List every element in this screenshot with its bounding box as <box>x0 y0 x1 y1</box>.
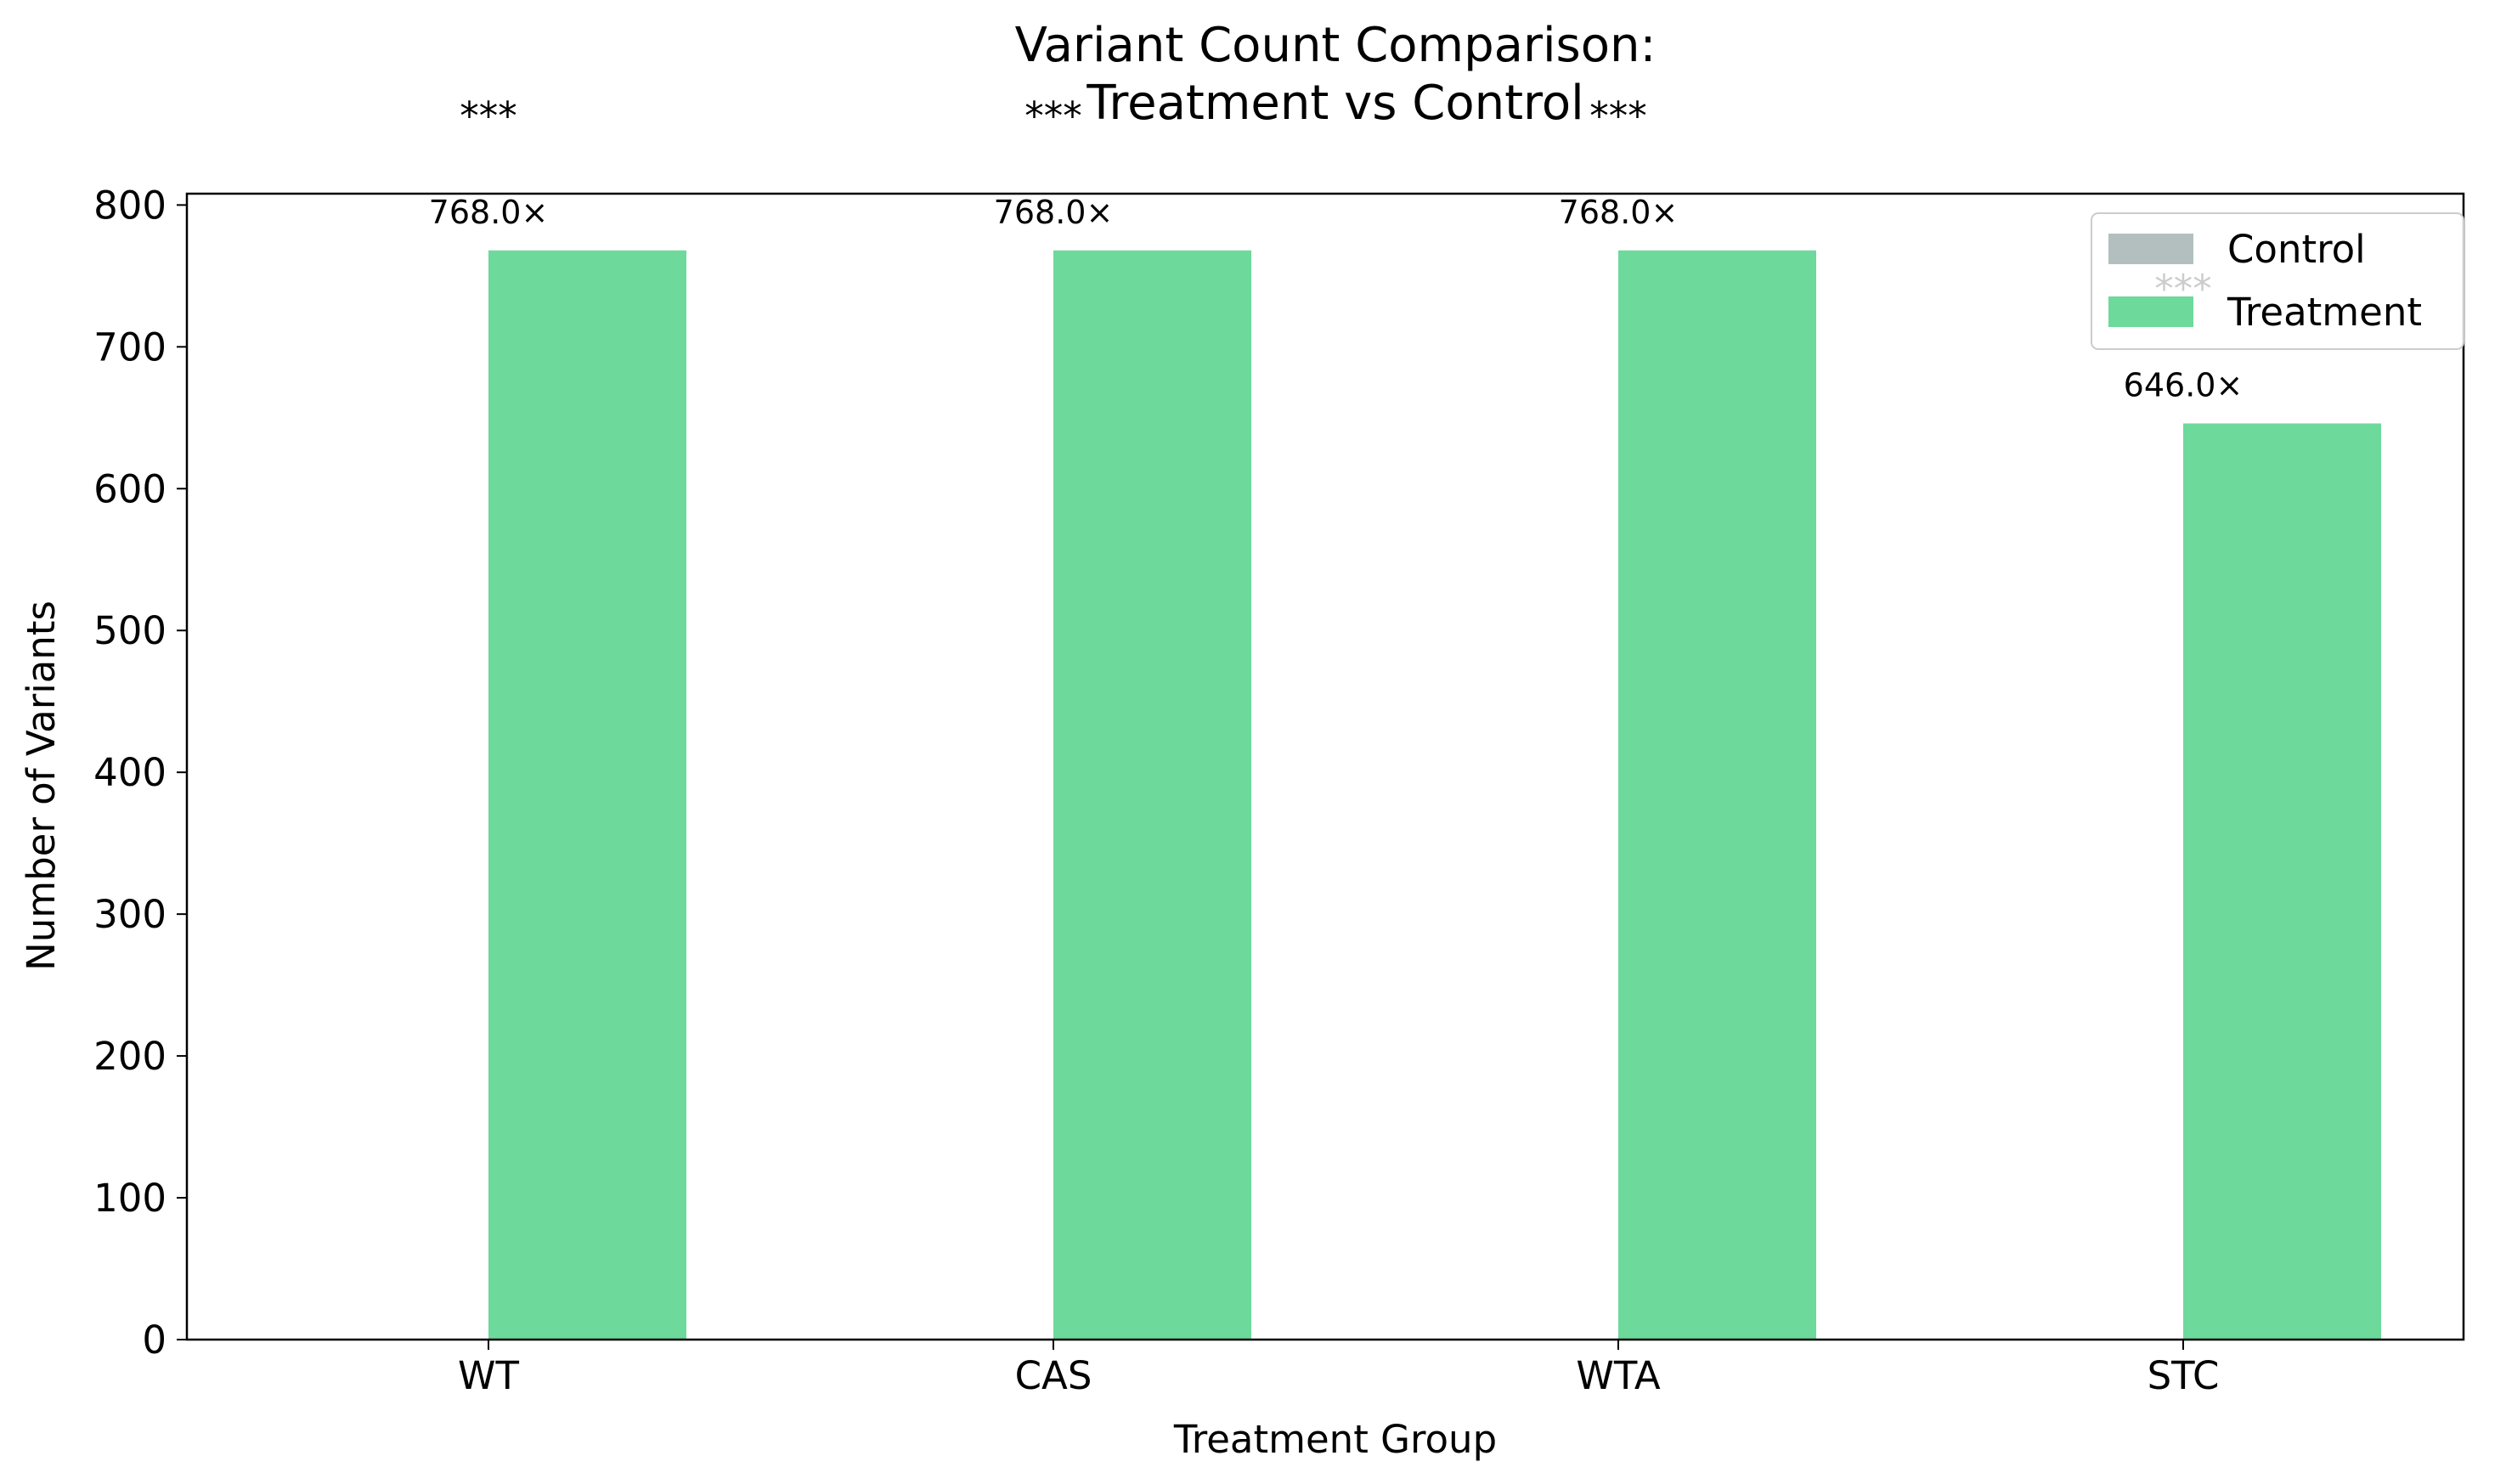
bar-treatment-wt <box>488 250 686 1340</box>
legend: Control Treatment <box>2091 212 2464 350</box>
bar-treatment-cas <box>1053 250 1251 1340</box>
legend-label-treatment: Treatment <box>2227 290 2422 335</box>
significance-label-wta: *** <box>1589 93 1647 138</box>
legend-swatch-treatment <box>2108 296 2193 327</box>
y-tick-label-200: 200 <box>93 1034 167 1079</box>
bar-treatment-stc <box>2183 423 2381 1340</box>
data-label-wt: 768.0× <box>429 194 549 231</box>
data-label-stc: 646.0× <box>2124 366 2244 403</box>
significance-label-cas: *** <box>1024 93 1082 138</box>
x-tick-label-wta: WTA <box>1576 1353 1660 1398</box>
data-label-wta: 768.0× <box>1559 194 1679 231</box>
y-tick-label-0: 0 <box>142 1318 167 1363</box>
y-tick-label-100: 100 <box>93 1176 167 1221</box>
x-axis-label: Treatment Group <box>1173 1417 1497 1462</box>
x-tick-label-stc: STC <box>2148 1353 2220 1398</box>
chart-title: Variant Count Comparison: <box>1015 18 1657 73</box>
y-tick-label-700: 700 <box>93 324 167 370</box>
y-axis-label: Number of Variants <box>19 601 64 971</box>
plot-frame <box>185 192 2465 1341</box>
bar-treatment-wta <box>1618 250 1816 1340</box>
axes-layer: WT CAS WTA STC 0 100 200 300 400 500 600 700 800 <box>93 183 2465 1398</box>
chart-subtitle: Treatment vs Control <box>1086 76 1583 131</box>
y-tick-label-600: 600 <box>93 466 167 511</box>
legend-label-control: Control <box>2227 227 2366 272</box>
x-tick-label-wt: WT <box>458 1353 519 1398</box>
y-tick-label-500: 500 <box>93 608 167 653</box>
significance-label-wt: *** <box>460 93 517 138</box>
y-tick-label-300: 300 <box>93 892 167 937</box>
bars-layer <box>488 250 2381 1340</box>
y-tick-label-800: 800 <box>93 183 167 228</box>
y-tick-label-400: 400 <box>93 750 167 795</box>
data-label-cas: 768.0× <box>994 194 1114 231</box>
x-tick-label-cas: CAS <box>1015 1353 1092 1398</box>
legend-swatch-control <box>2108 234 2193 264</box>
